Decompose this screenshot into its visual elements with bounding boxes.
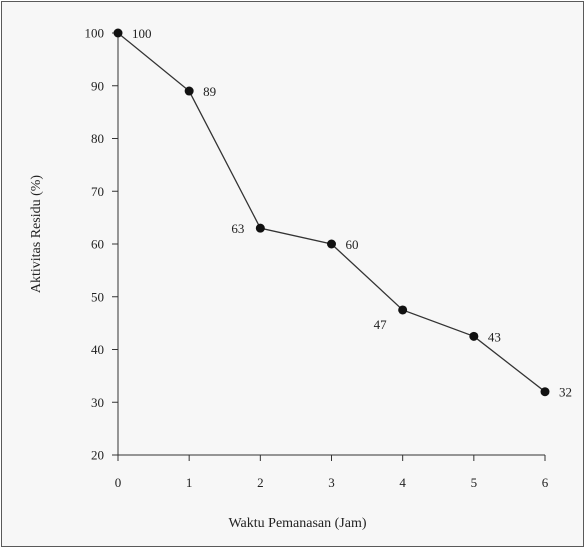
data-label: 32 (559, 385, 572, 400)
y-axis-ticks: 20 30 40 50 60 70 80 90 100 (85, 26, 118, 463)
x-axis-label: Waktu Pemanasan (Jam) (228, 516, 366, 531)
x-tick-label: 1 (186, 475, 193, 490)
series-group (113, 28, 550, 397)
data-point (255, 223, 265, 233)
x-axis-ticks: 0 1 2 3 4 5 6 (115, 455, 549, 490)
data-label: 89 (203, 84, 216, 99)
y-tick-label: 30 (91, 395, 104, 410)
x-tick-label: 2 (257, 475, 264, 490)
y-tick-label: 20 (91, 448, 104, 463)
y-tick-label: 70 (91, 184, 104, 199)
data-label: 100 (132, 26, 152, 41)
x-tick-label: 3 (328, 475, 335, 490)
data-point (327, 239, 336, 249)
data-labels: 100 89 63 60 47 43 32 (132, 26, 572, 400)
y-axis-label: Aktivitas Residu (%) (29, 175, 44, 294)
series-line (117, 32, 546, 393)
y-tick-label: 50 (91, 289, 104, 304)
y-tick-label: 60 (91, 237, 104, 252)
y-tick-label: 100 (85, 26, 105, 41)
y-tick-label: 90 (91, 78, 104, 93)
data-point (184, 86, 194, 96)
y-tick-label: 40 (91, 342, 104, 357)
x-tick-label: 5 (471, 475, 478, 490)
data-point (398, 305, 408, 315)
data-point (113, 28, 123, 38)
data-label: 60 (346, 237, 359, 252)
x-tick-label: 4 (399, 475, 406, 490)
y-tick-label: 80 (91, 131, 104, 146)
data-label: 63 (231, 221, 244, 236)
data-point (469, 331, 479, 341)
x-tick-label: 6 (542, 475, 549, 490)
data-label: 47 (374, 317, 388, 332)
data-label: 43 (488, 329, 501, 344)
data-point (540, 387, 550, 397)
x-tick-label: 0 (115, 475, 122, 490)
